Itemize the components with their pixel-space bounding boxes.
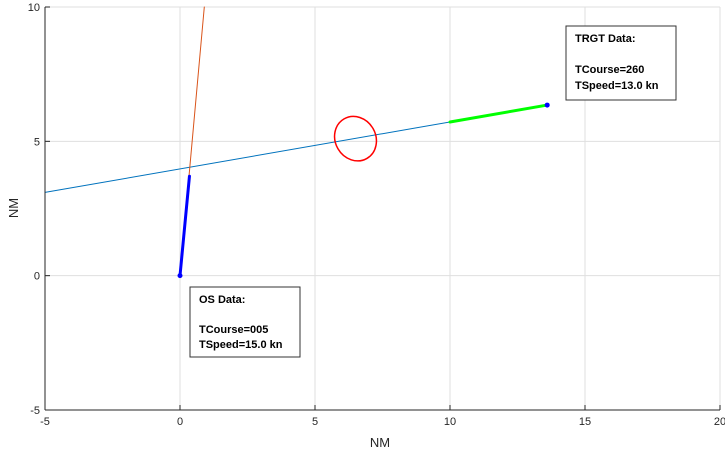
- own-ship-track-line: [178, 174, 191, 278]
- os-data-title: OS Data:: [199, 294, 245, 306]
- target-track-line: [448, 103, 549, 124]
- y-axis-label: NM: [6, 198, 21, 218]
- x-tick-label: -5: [40, 416, 50, 428]
- y-tick-label: 5: [34, 136, 40, 148]
- trgt-data-title: TRGT Data:: [575, 33, 636, 45]
- y-tick-label: 0: [34, 271, 40, 283]
- own-ship-position-point: [177, 273, 183, 279]
- trgt-data-course: TCourse=260: [575, 64, 644, 76]
- y-tick-label: 10: [28, 2, 40, 14]
- plot-frame: [44, 6, 721, 411]
- trgt-data-speed: TSpeed=13.0 kn: [575, 80, 659, 92]
- x-tick-label: 10: [444, 416, 456, 428]
- trgt-data-box: TRGT Data: TCourse=260 TSpeed=13.0 kn: [565, 25, 677, 101]
- x-tick-label: 20: [714, 416, 725, 428]
- os-data-course: TCourse=005: [199, 324, 268, 336]
- y-tick-label: -5: [30, 405, 40, 417]
- tick-labels: -5 0 5 10 15 20 -5 0 5 10: [28, 2, 725, 428]
- x-tick-label: 0: [177, 416, 183, 428]
- uncertainty-ellipse: [333, 115, 378, 162]
- x-tick-label: 5: [312, 416, 318, 428]
- target-position-point: [544, 102, 550, 108]
- os-data-box: OS Data: TCourse=005 TSpeed=15.0 kn: [189, 286, 301, 358]
- x-axis-label: NM: [370, 435, 390, 450]
- series-layer: [44, 6, 550, 279]
- os-data-speed: TSpeed=15.0 kn: [199, 339, 283, 351]
- x-tick-label: 15: [579, 416, 591, 428]
